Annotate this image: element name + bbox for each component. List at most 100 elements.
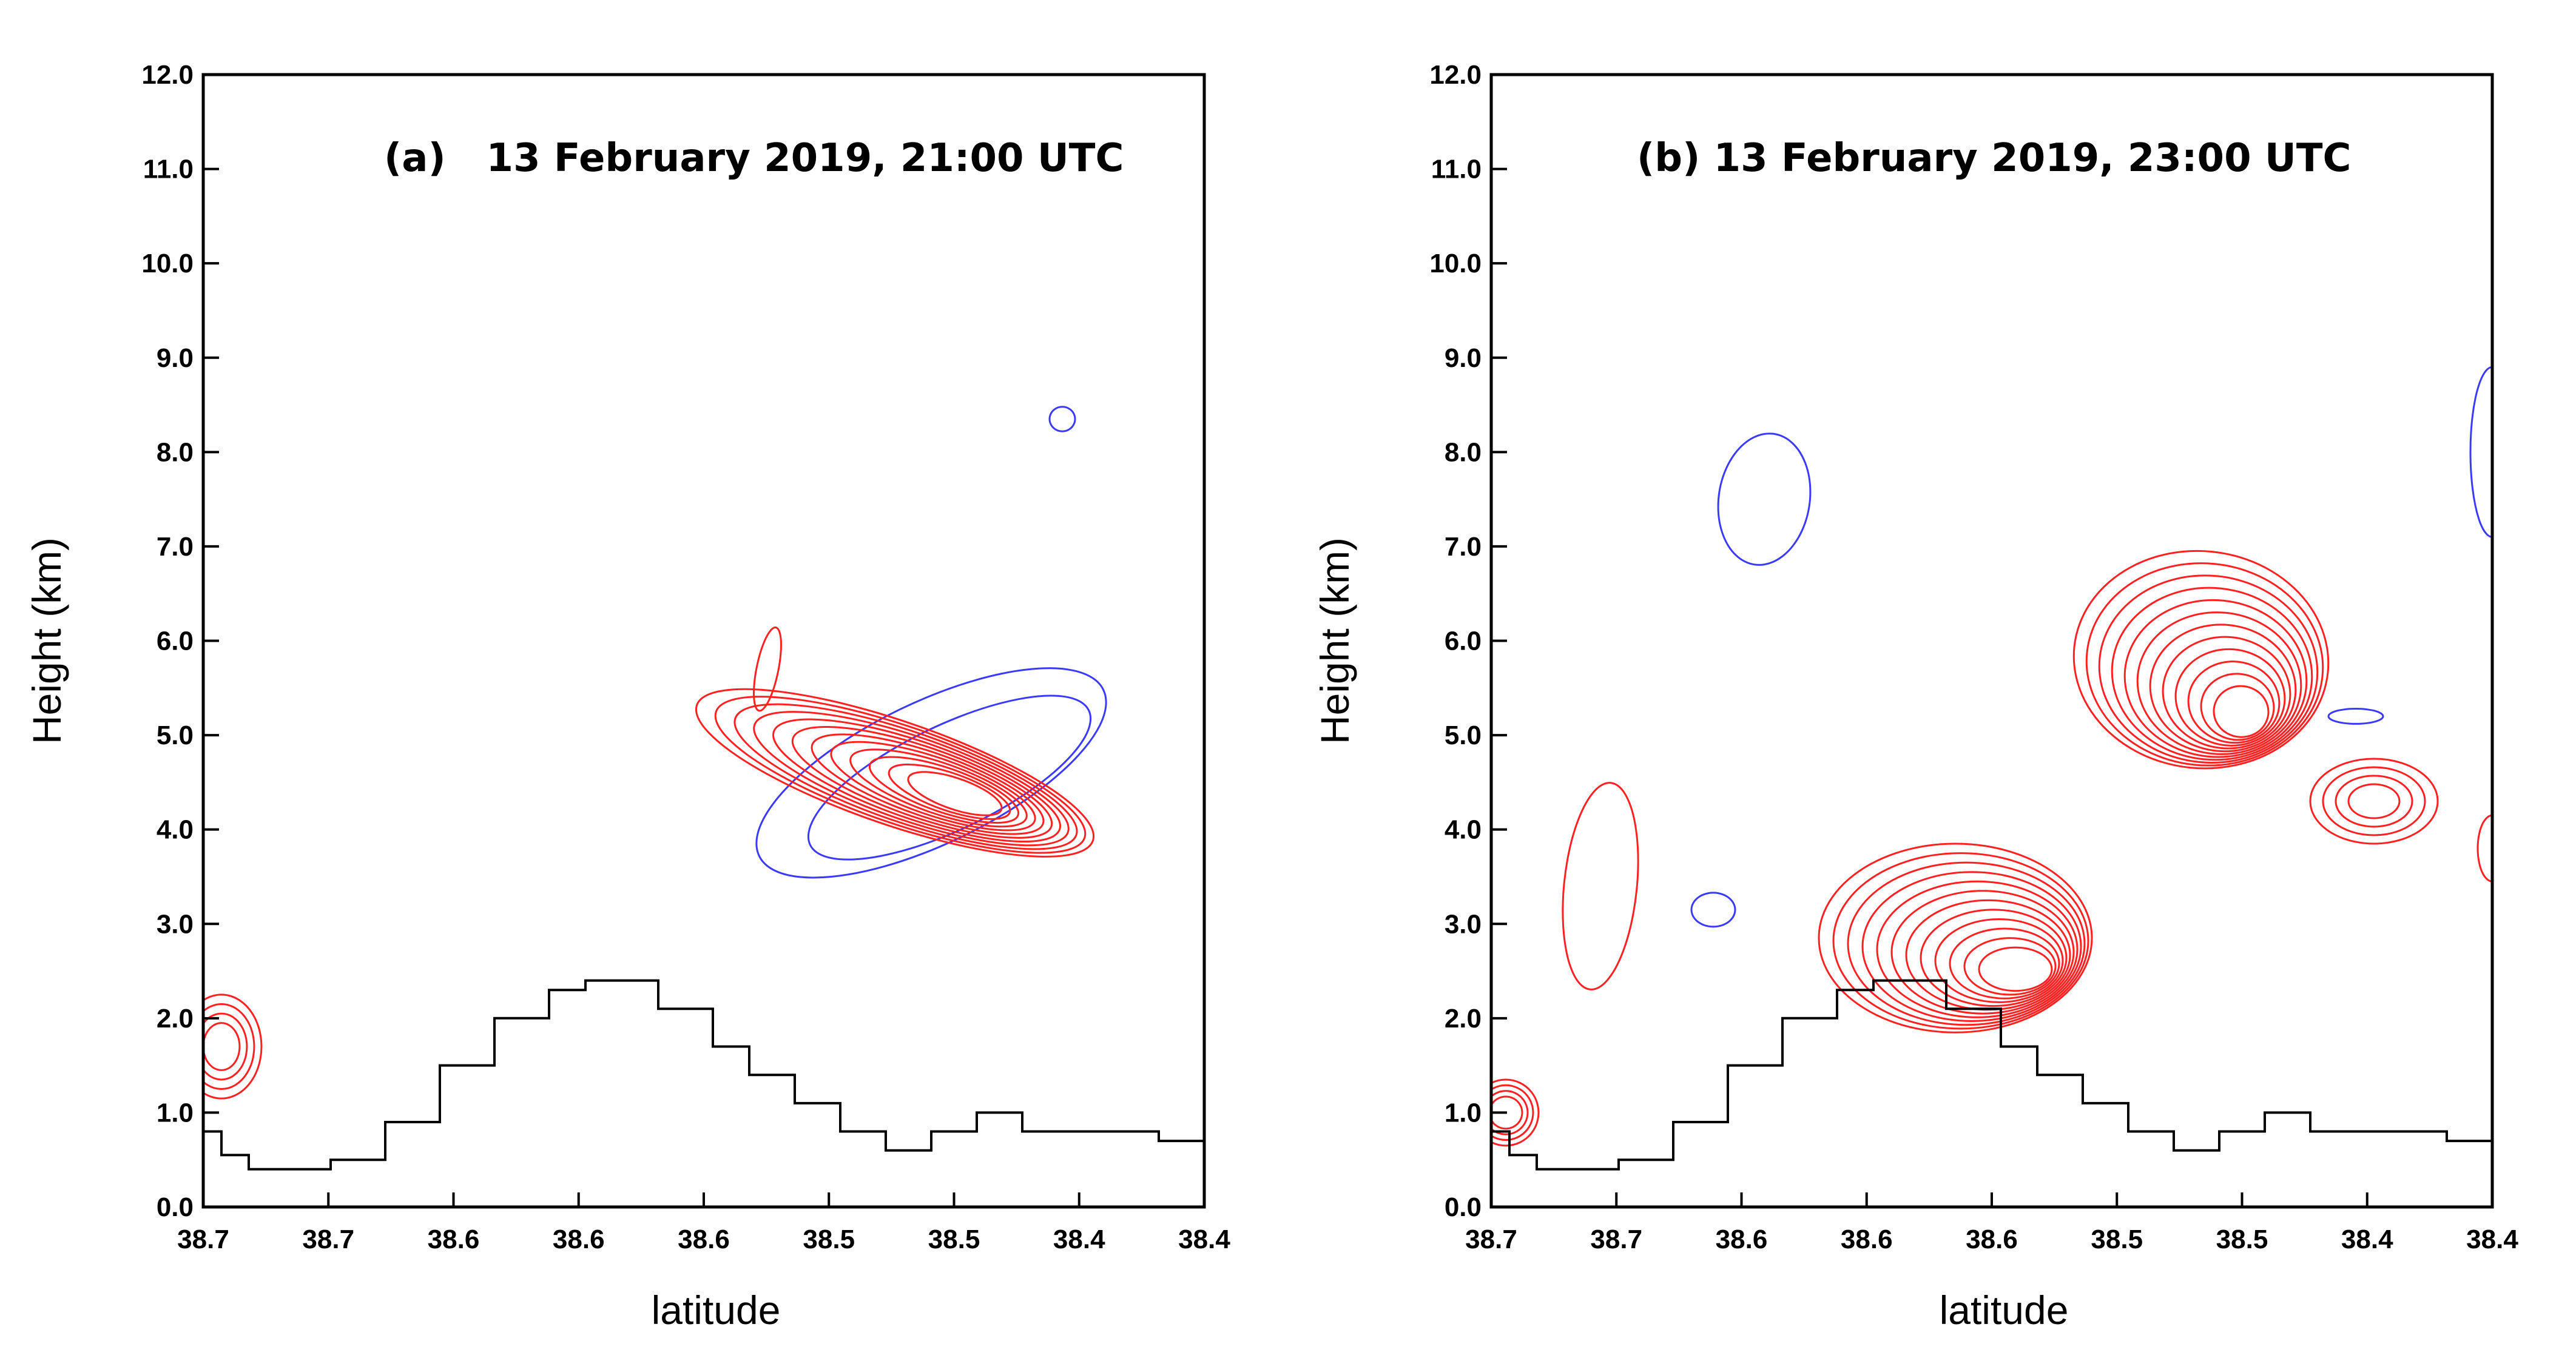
y-tick-label: 9.0 [1445, 343, 1482, 373]
red-contour [1491, 1090, 1529, 1135]
terrain-line [1491, 979, 2493, 1188]
blue-contour [1289, 1, 1291, 5]
red-contour [2111, 587, 2313, 761]
y-tick-label: 10.0 [141, 249, 194, 278]
red-contour [1, 1, 2, 4]
red-contour [1, 1, 2, 2]
red-contour [203, 1003, 255, 1091]
y-tick-label: 4.0 [157, 815, 194, 845]
red-contour [2174, 648, 2286, 747]
blue-contour [1290, 1, 1292, 5]
red-contour [714, 696, 1087, 854]
red-contour [849, 748, 1028, 828]
x-tick-label: 38.5 [2216, 1225, 2268, 1254]
red-contour [1963, 937, 2057, 996]
red-contour [1, 1, 2, 4]
x-tick-label: 38.4 [2341, 1225, 2393, 1254]
blue-contour [1288, 1, 1289, 2]
blue-contour [1289, 1, 1290, 2]
panel-a-title: (a) 13 February 2019, 21:00 UTC [384, 136, 1124, 181]
y-tick-label: 12.0 [1429, 60, 1482, 90]
red-contour [2309, 758, 2439, 845]
x-tick-label: 38.6 [1841, 1225, 1893, 1254]
x-tick-label: 38.7 [1590, 1225, 1642, 1254]
y-tick-label: 5.0 [157, 721, 194, 750]
red-contour [1, 1, 2, 3]
panel-a-chart: 0.0 1.0 2.0 3.0 4.0 5.0 6.0 7.0 8.0 9.0 10.0 11.0 12… [0, 1, 1230, 1333]
red-contour [2123, 599, 2308, 758]
y-tick-label: 9.0 [157, 343, 194, 373]
y-tick-label: 2.0 [1445, 1004, 1482, 1034]
blue-contour [1288, 1, 1289, 2]
x-tick-label: 38.5 [928, 1225, 980, 1254]
red-contour [2085, 562, 2324, 767]
red-contour [791, 725, 1053, 839]
blue-contour [1048, 406, 1076, 432]
y-tick-label: 11.0 [1431, 155, 1482, 184]
x-axis-label: latitude [652, 1288, 781, 1333]
contours [1288, 1, 2492, 1147]
contours [0, 1, 1107, 1100]
red-contour [868, 756, 1020, 824]
red-contour [2072, 550, 2330, 770]
red-contour [811, 733, 1045, 835]
blue-contour [1289, 1, 1290, 2]
y-axis-label: Height (km) [24, 537, 69, 744]
blue-contour [1289, 1, 1290, 2]
blue-contour [1290, 1, 1292, 5]
blue-contour [2, 2, 4, 3]
red-contour [203, 1022, 241, 1071]
red-contour [2149, 624, 2297, 753]
x-tick-label: 38.6 [1966, 1225, 2018, 1254]
red-contour [2347, 783, 2401, 819]
x-tick-label: 38.7 [177, 1225, 229, 1254]
red-contour [1890, 890, 2075, 1015]
red-contour [2322, 766, 2426, 836]
blue-contour [0, 1, 1, 2]
red-contour [907, 771, 1003, 816]
x-tick-label: 38.6 [678, 1225, 730, 1254]
y-tick-label: 5.0 [1445, 721, 1482, 750]
blue-contour [1290, 2, 1292, 5]
red-contour [1, 1, 2, 3]
red-contour [1876, 880, 2079, 1018]
y-tick-label: 7.0 [157, 532, 194, 562]
x-tick-label: 38.4 [2466, 1225, 2518, 1254]
red-contour [2187, 661, 2281, 744]
blue-contour [0, 1, 4, 5]
red-contour [1491, 1084, 1534, 1141]
red-contour [1949, 927, 2060, 1000]
red-contour [752, 626, 783, 712]
red-contour [1289, 2, 1290, 4]
y-tick-label: 8.0 [1445, 437, 1482, 467]
blue-contour [2, 2, 3, 3]
red-contour [203, 993, 263, 1100]
red-contour [1289, 2, 1290, 4]
blue-contour [1289, 1, 1291, 5]
x-tick-label: 38.6 [553, 1225, 605, 1254]
red-contour [830, 741, 1036, 832]
red-contour [1, 1, 2, 3]
blue-contour [2469, 366, 2492, 538]
y-tick-label: 0.0 [1445, 1192, 1482, 1222]
red-contour [1832, 852, 2089, 1030]
panel-b-title: (b) 13 February 2019, 23:00 UTC [1637, 136, 2351, 181]
blue-contour [1690, 892, 1736, 928]
red-contour [1978, 946, 2053, 992]
x-tick-label: 38.4 [1053, 1225, 1105, 1254]
y-tick-label: 6.0 [157, 627, 194, 656]
y-axis-label: Height (km) [1312, 537, 1357, 744]
blue-contour [0, 1, 1, 2]
plot-frame [201, 73, 1206, 1209]
x-tick-label: 38.7 [1465, 1225, 1517, 1254]
red-contour [1818, 842, 2093, 1034]
red-contour [2098, 574, 2319, 764]
blue-contour [1289, 1, 1291, 5]
red-contour [772, 718, 1061, 843]
red-contour [2200, 673, 2275, 741]
y-tick-label: 11.0 [143, 155, 194, 184]
x-tick-label: 38.4 [1178, 1225, 1230, 1254]
red-contour [2136, 611, 2302, 755]
red-contour [1562, 782, 1639, 990]
